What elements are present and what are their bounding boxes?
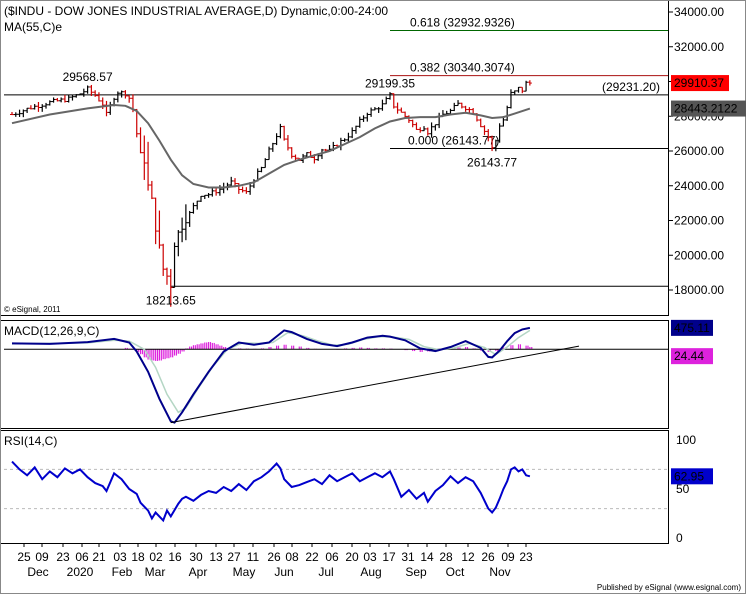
price-tick-label: 34000.00 <box>674 5 724 19</box>
x-day-label: 14 <box>420 550 434 564</box>
value-badges: 29910.37 28443.2122 475.11 24.44 62.95 <box>671 75 746 485</box>
x-month-label: Aug <box>360 565 381 579</box>
macd-panel: MACD(12,26,9,C) <box>4 324 668 424</box>
copyright: © eSignal, 2011 <box>4 305 61 314</box>
rsi-tick-label: 50 <box>676 482 690 496</box>
ma-value-badge-bg <box>671 100 746 117</box>
rsi-tick-label: 0 <box>676 531 683 545</box>
x-day-label: 30 <box>189 550 203 564</box>
last-price-badge: 29910.37 <box>674 76 724 90</box>
x-day-label: 28 <box>439 550 453 564</box>
level-label: (29231.20) <box>602 80 660 94</box>
x-month-label: Sep <box>405 565 427 579</box>
fibonacci-levels: (29231.20) 0.000 (26143.77) 0.382 (30340.3… <box>4 16 668 287</box>
macd-value-badge-bg <box>671 319 713 336</box>
price-annotation: 29568.57 <box>63 70 113 84</box>
x-axis: 25 09 23 06 21 03 18 02 16 30 13 27 11 26 08 22 06 20 03 17… <box>17 543 533 579</box>
x-day-label: 03 <box>113 550 127 564</box>
x-day-label: 26 <box>481 550 495 564</box>
x-day-label: 18 <box>131 550 145 564</box>
x-day-label: 16 <box>168 550 182 564</box>
last-price-badge-bg <box>671 75 729 92</box>
x-day-label: 25 <box>17 550 31 564</box>
price-tick-label: 18000.00 <box>674 283 724 297</box>
rsi-tick-label: 100 <box>676 433 696 447</box>
level-label: 0.000 (26143.77) <box>408 134 499 148</box>
price-tick-label: 22000.00 <box>674 214 724 228</box>
macd-trendline <box>170 345 580 424</box>
x-month-label: Jul <box>318 565 333 579</box>
x-month-label: 2020 <box>67 565 94 579</box>
x-month-label: Nov <box>489 565 510 579</box>
x-day-label: 22 <box>305 550 319 564</box>
x-day-label: 31 <box>401 550 415 564</box>
footer-credit: Published by eSignal (www.esignal.com) <box>597 583 741 592</box>
signal-value-badge-bg <box>671 348 713 365</box>
x-day-label: 09 <box>35 550 49 564</box>
x-day-label: 11 <box>247 550 260 564</box>
x-month-label: Jun <box>274 565 293 579</box>
rsi-guides <box>4 468 668 510</box>
x-day-label: 06 <box>75 550 89 564</box>
panel-frame <box>0 0 669 316</box>
price-annotation: 26143.77 <box>467 156 517 170</box>
rsi-value-badge-bg <box>671 468 713 485</box>
x-day-label: 12 <box>461 550 475 564</box>
x-day-label: 09 <box>501 550 515 564</box>
price-tick-label: 24000.00 <box>674 179 724 193</box>
x-day-label: 26 <box>267 550 281 564</box>
rsi-panel: RSI(14,C) 100 50 0 <box>4 433 696 545</box>
price-tick-label: 26000.00 <box>674 144 724 158</box>
panel-frame <box>0 430 669 544</box>
price-annotation: 29199.35 <box>365 76 415 90</box>
macd-line <box>11 326 531 424</box>
x-day-label: 23 <box>56 550 70 564</box>
rsi-line <box>11 460 531 523</box>
ma-value-badge: 28443.2122 <box>674 102 738 116</box>
x-day-label: 02 <box>149 550 163 564</box>
x-day-label: 08 <box>285 550 299 564</box>
rsi-value-badge: 62.95 <box>674 469 704 483</box>
price-tick-label: 20000.00 <box>674 248 724 262</box>
price-title: ($INDU - DOW JONES INDUSTRIAL AVERAGE,D)… <box>4 4 388 18</box>
price-tick-label: 32000.00 <box>674 40 724 54</box>
x-day-label: 17 <box>382 550 396 564</box>
x-month-label: Dec <box>27 565 48 579</box>
ma-indicator-label: MA(55,C)e <box>4 20 62 34</box>
x-day-label: 13 <box>209 550 223 564</box>
macd-title: MACD(12,26,9,C) <box>4 324 99 338</box>
ma55-line <box>11 103 531 189</box>
x-day-label: 20 <box>345 550 359 564</box>
signal-value-badge: 24.44 <box>674 349 704 363</box>
price-y-axis: 34000.0032000.0030000.0028000.0026000.00… <box>668 5 724 297</box>
x-day-label: 21 <box>92 550 106 564</box>
x-day-label: 03 <box>363 550 377 564</box>
x-day-label: 23 <box>519 550 533 564</box>
x-month-label: Apr <box>189 565 208 579</box>
x-day-label: 06 <box>325 550 339 564</box>
price-annotation: 18213.65 <box>146 293 196 307</box>
x-month-label: Mar <box>145 565 166 579</box>
price-annotations: 29568.57 29199.35 18213.65 26143.77 <box>63 70 518 307</box>
level-label: 0.618 (32932.9326) <box>410 16 515 30</box>
x-month-label: Feb <box>112 565 133 579</box>
rsi-title: RSI(14,C) <box>4 434 57 448</box>
macd-value-badge: 475.11 <box>674 321 710 335</box>
panel-frame <box>0 320 669 429</box>
x-day-label: 27 <box>227 550 241 564</box>
rsi-y-axis: 100 50 0 <box>676 433 696 545</box>
x-month-label: Oct <box>446 565 465 579</box>
price-panel: 34000.0032000.0030000.0028000.0026000.00… <box>4 4 724 314</box>
level-label: 0.382 (30340.3074) <box>410 61 515 75</box>
x-month-label: May <box>233 565 256 579</box>
